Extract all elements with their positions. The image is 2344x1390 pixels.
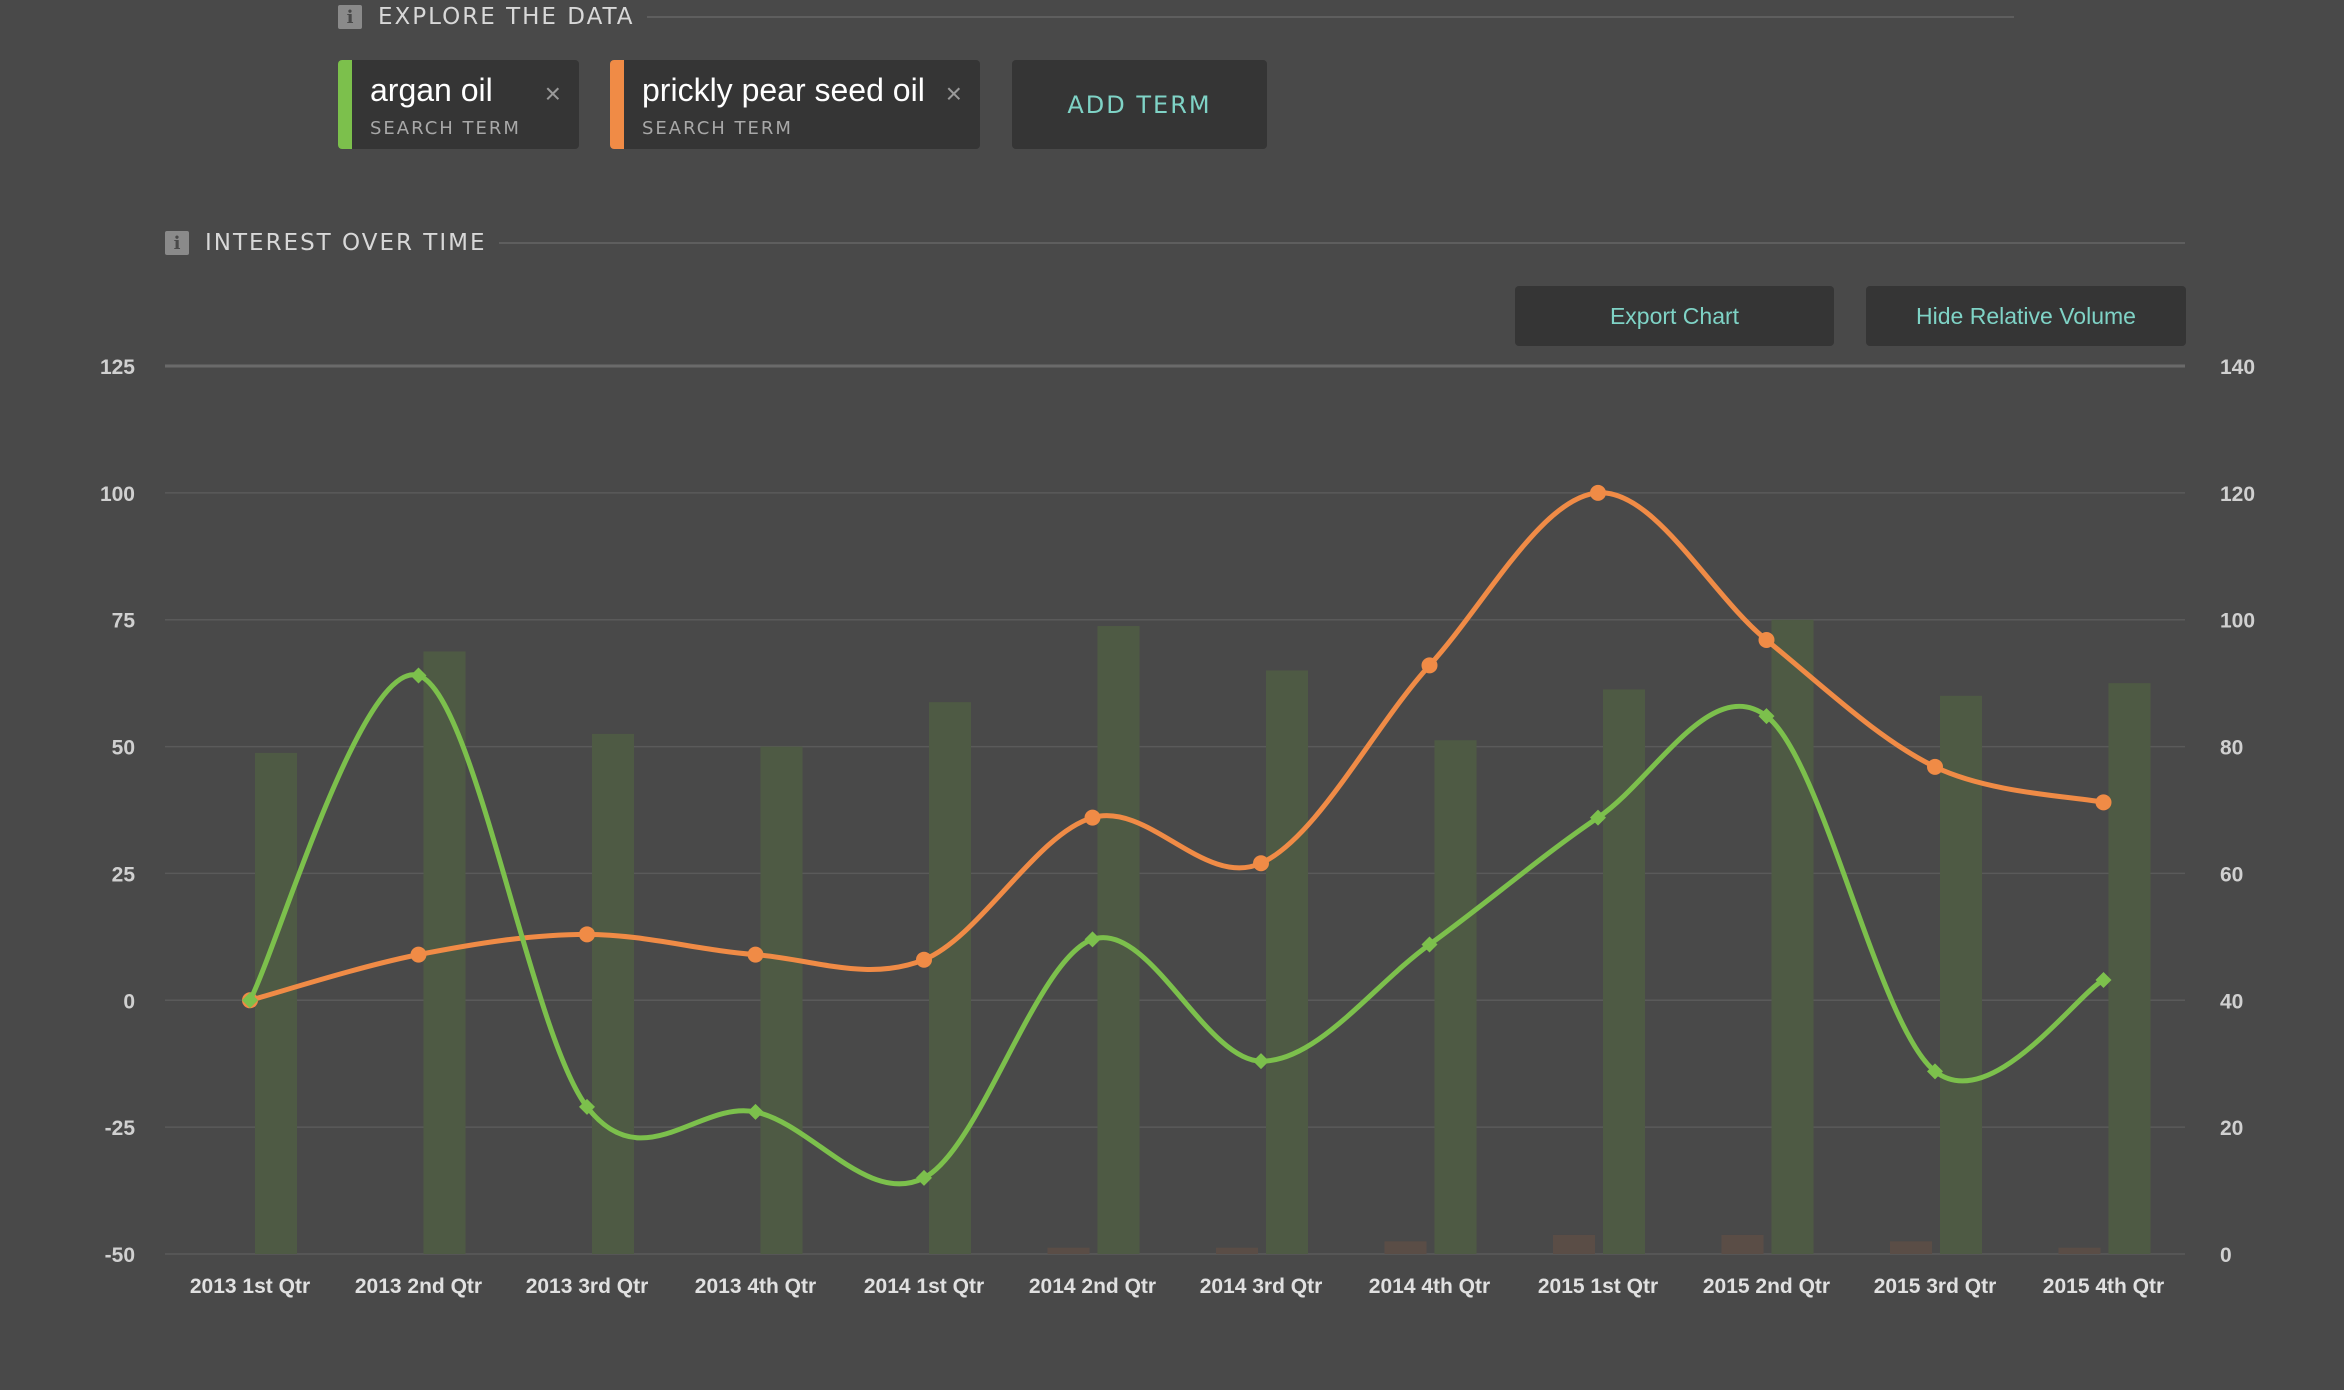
data-point [1927,758,1943,775]
y-right-tick-label: 100 [2220,610,2255,633]
x-tick-label: 2014 3rd Qtr [1200,1275,1323,1298]
x-tick-label: 2013 3rd Qtr [526,1275,649,1298]
search-term-card-prickly-pear-seed-oil[interactable]: prickly pear seed oil SEARCH TERM × [610,60,980,149]
data-point [1927,1063,1943,1080]
y-right-tick-label: 120 [2220,483,2255,506]
close-icon[interactable]: × [544,78,561,109]
data-point [1590,809,1606,826]
term-name[interactable]: argan oil [370,72,493,108]
volume-bar [1940,695,1982,1254]
y-right-tick-label: 40 [2220,990,2243,1013]
data-point [410,946,427,963]
x-tick-label: 2015 1st Qtr [1538,1275,1658,1298]
search-term-card-argan-oil[interactable]: argan oil SEARCH TERM × [338,60,579,149]
data-point [1590,484,1606,501]
data-point [1084,931,1101,948]
data-point [916,1169,932,1186]
data-point [2095,971,2112,988]
section-divider [646,16,2014,18]
section-divider [498,242,2185,244]
volume-bar [1603,689,1645,1254]
y-left-tick-label: 100 [100,483,135,506]
y-right-tick-label: 140 [2220,356,2255,379]
data-point [579,1098,595,1115]
y-left-tick-label: -25 [105,1117,136,1140]
term-sublabel: SEARCH TERM [370,118,521,139]
y-right-tick-label: 0 [2220,1244,2232,1267]
y-left-tick-label: 50 [112,737,135,760]
x-tick-label: 2013 1st Qtr [190,1275,310,1298]
data-point [916,951,932,968]
x-tick-label: 2015 4th Qtr [2043,1275,2164,1298]
volume-bar [592,733,634,1254]
interest-header: i INTEREST OVER TIME [165,230,2185,256]
y-left-tick-label: 125 [100,356,135,379]
x-tick-label: 2014 1st Qtr [864,1275,984,1298]
data-point [410,667,427,684]
x-tick-label: 2013 2nd Qtr [355,1275,482,1298]
volume-bar [2058,1247,2101,1254]
data-point [1758,632,1775,649]
volume-bar [1047,1247,1090,1254]
x-tick-label: 2014 4th Qtr [1369,1275,1490,1298]
data-point [1421,936,1438,953]
data-point [747,1103,764,1120]
interest-title: INTEREST OVER TIME [205,230,487,256]
data-point [1253,855,1269,872]
volume-bar [1266,670,1308,1254]
explore-header: i EXPLORE THE DATA [338,4,2014,30]
y-right-tick-label: 60 [2220,863,2243,886]
info-icon[interactable]: i [338,5,362,29]
data-point [1084,809,1101,826]
term-color-stripe [338,60,352,149]
y-right-tick-label: 80 [2220,737,2243,760]
term-color-stripe [610,60,624,149]
volume-bar [760,746,803,1254]
y-left-tick-label: 0 [123,990,135,1013]
data-point [747,946,764,963]
x-tick-label: 2013 4th Qtr [695,1275,816,1298]
y-left-tick-label: -50 [105,1244,135,1267]
term-sublabel: SEARCH TERM [642,118,793,139]
hide-relative-volume-button[interactable]: Hide Relative Volume [1866,286,2186,346]
x-tick-label: 2015 2nd Qtr [1703,1275,1830,1298]
y-left-tick-label: 25 [112,863,136,886]
volume-bar [929,702,971,1254]
x-tick-label: 2015 3rd Qtr [1874,1275,1997,1298]
volume-bar [1721,1234,1764,1254]
export-chart-button[interactable]: Export Chart [1515,286,1834,346]
volume-bar [2108,683,2151,1254]
data-point [1253,1053,1269,1070]
series-line-argan-oil [247,672,2106,1187]
volume-bar [1216,1247,1258,1254]
volume-bar [1890,1241,1932,1254]
volume-bar [1771,619,1814,1254]
info-icon[interactable]: i [165,231,189,255]
term-name[interactable]: prickly pear seed oil [642,72,925,108]
explore-title: EXPLORE THE DATA [378,4,635,30]
data-point [2095,794,2112,811]
y-left-tick-label: 75 [112,610,136,633]
volume-bar [1384,1241,1427,1254]
add-term-button[interactable]: ADD TERM [1012,60,1267,149]
volume-bar [1553,1234,1595,1254]
volume-bar [255,752,297,1254]
y-right-tick-label: 20 [2220,1117,2243,1140]
data-point [579,926,595,943]
data-point [1421,657,1438,674]
data-point [1758,708,1775,725]
data-point [242,992,258,1009]
close-icon[interactable]: × [945,78,962,109]
volume-bar [1434,740,1477,1254]
x-tick-label: 2014 2nd Qtr [1029,1275,1156,1298]
